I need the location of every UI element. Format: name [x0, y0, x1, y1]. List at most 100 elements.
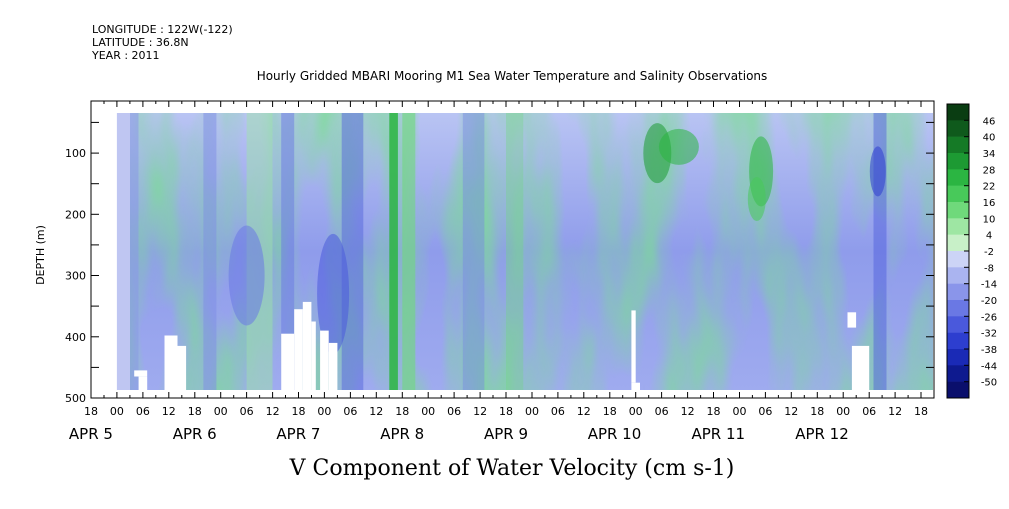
colorbar-cell: [947, 153, 969, 170]
field-band: [281, 113, 295, 390]
x-hour-label: 06: [655, 405, 669, 418]
x-hour-label: 12: [577, 405, 591, 418]
colorbar-cell: [947, 169, 969, 186]
missing-data-gap: [631, 382, 640, 392]
missing-data-gap: [134, 370, 148, 377]
colorbar-label: -32: [981, 329, 997, 340]
y-axis: 100 200 300 400 500: [65, 121, 934, 405]
x-date-label: APR 5: [69, 425, 113, 443]
colorbar-label: -8: [984, 263, 994, 274]
colorbar-cell: [947, 267, 969, 284]
colorbar-cell: [947, 185, 969, 203]
colorbar-cell: [947, 234, 969, 252]
x-date-label: APR 8: [380, 425, 424, 443]
colorbar-label: -26: [981, 312, 997, 323]
field-band: [506, 113, 524, 390]
field-band: [203, 113, 217, 390]
x-hour-label: 12: [681, 405, 695, 418]
missing-data-gap: [631, 310, 636, 383]
colorbar-cell: [947, 316, 969, 333]
x-hour-label: 18: [395, 405, 409, 418]
colorbar-cell: [947, 381, 969, 399]
x-hour-label: 00: [525, 405, 539, 418]
colorbar-label: 16: [983, 198, 996, 209]
colorbar-label: 22: [983, 182, 996, 193]
y-tick-label: 400: [65, 331, 86, 344]
latitude-label: LATITUDE : 36.8N: [92, 36, 189, 49]
x-hour-label: 18: [810, 405, 824, 418]
field-patch: [658, 128, 699, 165]
missing-data-gap: [847, 312, 857, 328]
colorbar-cell: [947, 283, 969, 301]
colorbar-label: -14: [981, 280, 997, 291]
colorbar-cell: [947, 300, 969, 317]
field-patch: [869, 146, 886, 197]
field-patch: [747, 177, 766, 221]
y-tick-label: 100: [65, 147, 86, 160]
missing-data-gap: [851, 345, 870, 392]
x-hour-label: 06: [447, 405, 461, 418]
colorbar-cell: [947, 332, 969, 350]
missing-data-gap: [138, 376, 148, 392]
field-patch: [317, 233, 350, 354]
x-date-label: APR 11: [692, 425, 746, 443]
x-hour-label: 18: [707, 405, 721, 418]
x-hour-label: 18: [603, 405, 617, 418]
x-date-label: APR 9: [484, 425, 528, 443]
missing-data-gap: [320, 330, 329, 392]
x-date-labels: APR 5 APR 6 APR 7 APR 8 APR 9 APR 10 APR 11 APR…: [69, 425, 849, 443]
x-hour-labels: 18 00 06 12 18 00 06 12 18 00 06 12 18 00 06 12 18 00 06 12…: [84, 405, 928, 418]
colorbar-label: 28: [983, 165, 996, 176]
x-axis-ticks: [90, 101, 935, 398]
missing-data-gap: [302, 301, 312, 392]
colorbar-cell: [947, 104, 969, 121]
field-patch: [228, 225, 265, 326]
colorbar-label: 46: [983, 116, 996, 127]
x-hour-label: 00: [110, 405, 124, 418]
colorbar-cell: [947, 365, 969, 382]
colorbar-cell: [947, 349, 969, 366]
y-tick-label: 500: [65, 392, 86, 405]
x-date-label: APR 10: [588, 425, 642, 443]
colorbar-label: -38: [981, 345, 997, 356]
missing-data-gap: [177, 345, 187, 392]
colorbar-label: -2: [984, 247, 994, 258]
x-hour-label: 00: [629, 405, 643, 418]
missing-data-gap: [164, 335, 178, 392]
colorbar-label: 40: [983, 133, 996, 144]
field-band: [389, 113, 398, 390]
colorbar-label: 34: [983, 149, 996, 160]
field-band: [116, 113, 139, 390]
year-label: YEAR : 2011: [91, 49, 160, 62]
field-green-texture: [130, 113, 933, 390]
x-axis-label: V Component of Water Velocity (cm s-1): [289, 456, 735, 481]
x-hour-label: 06: [862, 405, 876, 418]
x-hour-label: 00: [214, 405, 228, 418]
x-hour-label: 18: [499, 405, 513, 418]
x-hour-label: 12: [888, 405, 902, 418]
x-hour-label: 06: [758, 405, 772, 418]
x-hour-label: 06: [551, 405, 565, 418]
x-date-label: APR 7: [276, 425, 320, 443]
y-axis-label: DEPTH (m): [34, 225, 47, 285]
x-hour-label: 18: [84, 405, 98, 418]
colorbar-cell: [947, 202, 969, 219]
colorbar-label: -50: [981, 378, 997, 389]
plot-frame: [90, 100, 935, 399]
missing-data-gap: [311, 321, 316, 392]
colorbar-cell: [947, 136, 969, 154]
longitude-label: LONGITUDE : 122W(-122): [92, 23, 233, 36]
missing-data-gap: [281, 333, 295, 392]
missing-data-gap: [294, 309, 303, 392]
x-hour-label: 12: [784, 405, 798, 418]
x-hour-label: 12: [162, 405, 176, 418]
x-hour-label: 00: [733, 405, 747, 418]
x-hour-label: 00: [836, 405, 850, 418]
x-hour-label: 06: [136, 405, 150, 418]
field-band: [402, 113, 416, 390]
x-hour-label: 12: [266, 405, 280, 418]
field-band: [462, 113, 485, 390]
x-hour-label: 18: [292, 405, 306, 418]
x-hour-label: 06: [240, 405, 254, 418]
